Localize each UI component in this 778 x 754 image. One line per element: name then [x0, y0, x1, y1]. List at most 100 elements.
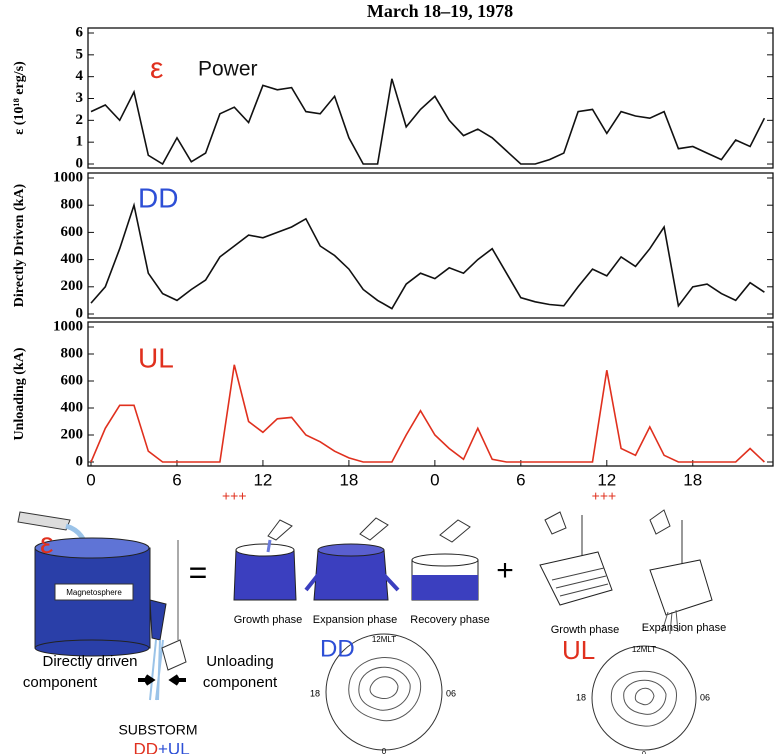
phase-label: Growth phase — [551, 624, 619, 636]
dd-polar: DD 12MLT 18 06 0 — [310, 633, 456, 754]
tank-bottom — [34, 639, 150, 657]
tank-diagram: ε Magnetosphere Directly driven componen… — [17, 511, 514, 754]
tap — [359, 517, 389, 541]
spill — [304, 573, 400, 592]
y-tick-label: 400 — [61, 251, 84, 267]
phase-label: Recovery phase — [410, 614, 490, 626]
y-tick-label: 200 — [61, 278, 84, 294]
bucket — [649, 559, 713, 616]
equals: = — [189, 554, 208, 590]
y-tick-label: 3 — [76, 90, 84, 106]
y-axis-label: Directly Driven (kA) — [12, 183, 27, 307]
polar-label: 0 — [382, 747, 387, 754]
polar-label: 12MLT — [372, 635, 396, 644]
ul-component: Unloading — [206, 653, 274, 670]
tap — [267, 519, 293, 541]
polar-label: 06 — [446, 688, 456, 698]
annotation: +++ — [592, 488, 617, 504]
contours — [348, 657, 422, 722]
x-tick-label: 6 — [172, 470, 181, 489]
panel-frame — [87, 321, 774, 467]
phase-label: Expansion phase — [642, 622, 726, 634]
cylinder-top — [317, 543, 385, 557]
tap — [544, 511, 567, 535]
ul-label: UL — [562, 635, 595, 665]
substorm-dd: DD — [133, 739, 158, 754]
water — [412, 575, 478, 600]
y-tick-label: 400 — [61, 399, 84, 415]
substorm-ul: +UL — [158, 739, 190, 754]
panel-label: UL — [138, 342, 174, 373]
y-tick-label: 600 — [61, 224, 84, 240]
x-tick-label: 18 — [339, 470, 358, 489]
polar-circle — [325, 633, 443, 751]
cylinder — [233, 549, 297, 601]
contours — [610, 670, 677, 727]
y-tick-label: 800 — [61, 197, 84, 213]
y-tick-label: 0 — [76, 305, 84, 321]
y-tick-label: 1000 — [53, 169, 83, 185]
dd-label: DD — [320, 635, 355, 662]
dd-phases: Growth phase Expansion phase Recovery ph… — [233, 517, 490, 626]
tap — [649, 509, 671, 535]
bucket — [539, 551, 613, 606]
dd-component: component — [23, 674, 98, 691]
y-tick-label: 4 — [76, 68, 84, 84]
annotation: +++ — [222, 488, 247, 504]
dd-component: Directly driven — [42, 653, 137, 670]
pour-pipe — [17, 511, 71, 531]
polar-label: 12MLT — [632, 645, 656, 654]
ul-polar: UL 12MLT 18 06 0 — [562, 635, 710, 754]
y-tick-label: 800 — [61, 345, 84, 361]
panel-label: Power — [198, 58, 258, 81]
tank-top — [34, 537, 150, 559]
polar-label: 06 — [700, 692, 710, 702]
outlet-pipe — [149, 599, 167, 641]
cylinder — [313, 549, 389, 601]
ul-component: component — [203, 674, 278, 691]
panel-frame — [87, 27, 774, 169]
phase-label: Growth phase — [234, 614, 302, 626]
data-line — [90, 78, 766, 166]
cylinder-top — [235, 543, 295, 557]
panel-label: DD — [138, 182, 178, 213]
small-bucket — [161, 639, 187, 671]
x-tick-label: 0 — [86, 470, 95, 489]
x-tick-label: 6 — [516, 470, 525, 489]
phase-label: Expansion phase — [313, 614, 397, 626]
data-line — [90, 364, 765, 463]
panel-frame — [87, 172, 774, 319]
tap — [439, 519, 471, 543]
arrow-right — [168, 674, 186, 686]
spill — [661, 609, 679, 635]
water-lines — [551, 567, 609, 597]
outflow — [149, 639, 164, 701]
arrow-left — [138, 674, 156, 686]
x-tick-label: 12 — [253, 470, 272, 489]
substorm: SUBSTORM — [118, 722, 197, 738]
y-tick-label: 1 — [76, 134, 84, 150]
polar-label: 18 — [310, 688, 320, 698]
y-tick-label: 0 — [76, 155, 84, 171]
y-axis-label: ε (10¹⁸ erg/s) — [12, 61, 27, 135]
cylinder-top — [411, 553, 479, 567]
epsilon-label: ε — [40, 527, 53, 560]
x-tick-label: 12 — [597, 470, 616, 489]
polar-label: 0 — [642, 751, 646, 754]
x-tick-label: 18 — [683, 470, 702, 489]
chart-title: March 18–19, 1978 — [367, 1, 513, 21]
tank-label: Magnetosphere — [66, 588, 122, 597]
polar-label: 18 — [576, 692, 586, 702]
data-line — [90, 202, 765, 310]
y-tick-label: 5 — [76, 46, 84, 62]
panel-symbol: ε — [150, 52, 163, 85]
y-axis-label: Unloading (kA) — [12, 347, 27, 440]
y-tick-label: 600 — [61, 372, 84, 388]
x-tick-label: 0 — [430, 470, 439, 489]
y-tick-label: 1000 — [53, 318, 83, 334]
tank-label-box — [54, 583, 134, 601]
y-tick-label: 0 — [76, 453, 84, 469]
ul-phases: Growth phase Expansion phase — [539, 509, 726, 636]
stream — [266, 539, 272, 553]
